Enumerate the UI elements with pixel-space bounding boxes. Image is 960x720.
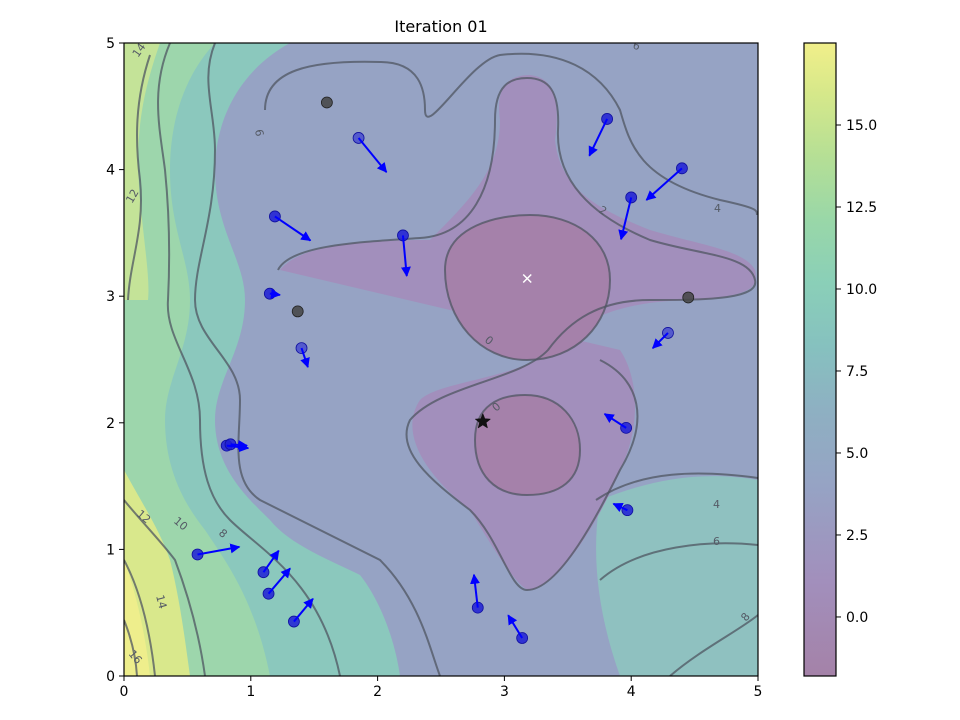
fill-level-min-upper	[445, 215, 610, 360]
fill-level-right-bottom	[596, 476, 758, 676]
contour-line	[124, 499, 206, 676]
velocity-arrow	[197, 543, 241, 556]
velocity-arrow	[262, 549, 280, 573]
x-tick-label: 1	[246, 684, 255, 700]
best-position-star	[474, 412, 492, 429]
fill-level-top-left	[124, 43, 160, 300]
velocity-arrow	[507, 614, 524, 639]
contour-fills	[124, 43, 758, 676]
velocity-arrow	[470, 573, 480, 608]
velocity-arrow	[274, 215, 312, 242]
contour-lines	[124, 43, 758, 676]
contour-line	[264, 52, 758, 216]
velocity-arrow	[267, 567, 291, 595]
contour-label: 4	[713, 498, 720, 511]
fill-level-higher-left	[124, 43, 270, 676]
contour-label: 14	[153, 593, 169, 610]
velocity-arrow	[357, 137, 388, 173]
velocity-arrow	[269, 288, 281, 299]
contour-line	[124, 619, 138, 676]
x-tick-label: 4	[627, 684, 636, 700]
fill-level-bottom-corner	[124, 560, 150, 676]
y-axis: 0 1 2 3 4 5	[106, 36, 124, 685]
colorbar-gradient	[804, 43, 836, 676]
contour-line	[127, 54, 151, 301]
colorbar: 0.0 2.5 5.0 7.5 10.0 12.5 15.0	[803, 42, 877, 677]
contour-label: 6	[252, 128, 266, 137]
x-axis: 0 1 2 3 4 5	[120, 676, 763, 700]
optimum-cross-stroke	[522, 273, 532, 284]
velocity-arrow	[612, 502, 628, 513]
colorbar-tick-label: 10.0	[846, 282, 877, 298]
contour-line	[599, 542, 758, 581]
x-tick-label: 5	[754, 684, 763, 700]
colorbar-tick-label: 15.0	[846, 118, 877, 134]
y-tick-label: 3	[106, 289, 115, 305]
velocity-arrow	[400, 235, 411, 277]
contour-label: 6	[631, 39, 642, 54]
y-tick-label: 5	[106, 36, 115, 52]
x-tick-label: 2	[373, 684, 382, 700]
colorbar-tick-label: 0.0	[846, 610, 868, 626]
velocity-arrow	[300, 347, 310, 369]
contour-line	[473, 393, 582, 497]
contour-line	[157, 43, 341, 676]
contour-line	[669, 614, 758, 676]
velocity-arrow	[588, 118, 609, 157]
colorbar-tick-label: 12.5	[846, 200, 877, 216]
contour-line	[595, 472, 758, 501]
velocity-arrow	[230, 439, 248, 450]
plot-area: 14 12 6 6 2 4 0 0 4 6 8 12 10 8 14 16	[123, 39, 758, 676]
contour-line	[124, 559, 156, 676]
colorbar-ticks: 0.0 2.5 5.0 7.5 10.0 12.5 15.0	[836, 118, 877, 626]
y-tick-label: 1	[106, 542, 115, 558]
contour-label: 4	[714, 202, 721, 215]
contour-line	[193, 43, 441, 676]
y-tick-label: 2	[106, 416, 115, 432]
y-tick-label: 4	[106, 163, 115, 179]
contour-line	[443, 213, 612, 362]
colorbar-tick-label: 7.5	[846, 364, 868, 380]
velocity-arrow	[645, 167, 683, 201]
markers-layer	[191, 96, 695, 644]
y-tick-label: 0	[106, 669, 115, 685]
axes-frame	[123, 42, 759, 677]
velocity-arrow	[293, 598, 314, 623]
previous-position-point	[682, 291, 695, 304]
global-optimum-marker	[522, 273, 532, 284]
velocity-arrow	[618, 197, 633, 241]
x-tick-label: 3	[500, 684, 509, 700]
contour-line	[277, 76, 757, 592]
fill-level-min-lower	[475, 395, 580, 495]
contour-label: 12	[123, 187, 141, 206]
previous-position-point	[291, 305, 304, 318]
previous-position-point	[320, 96, 333, 109]
colorbar-frame	[803, 42, 837, 677]
velocity-arrow	[652, 332, 669, 349]
contour-label: 6	[713, 535, 720, 548]
colorbar-tick-label: 2.5	[846, 528, 868, 544]
chart-title: Iteration 01	[394, 17, 487, 36]
velocity-arrow	[603, 413, 627, 429]
x-tick-label: 0	[120, 684, 129, 700]
colorbar-tick-label: 5.0	[846, 446, 868, 462]
